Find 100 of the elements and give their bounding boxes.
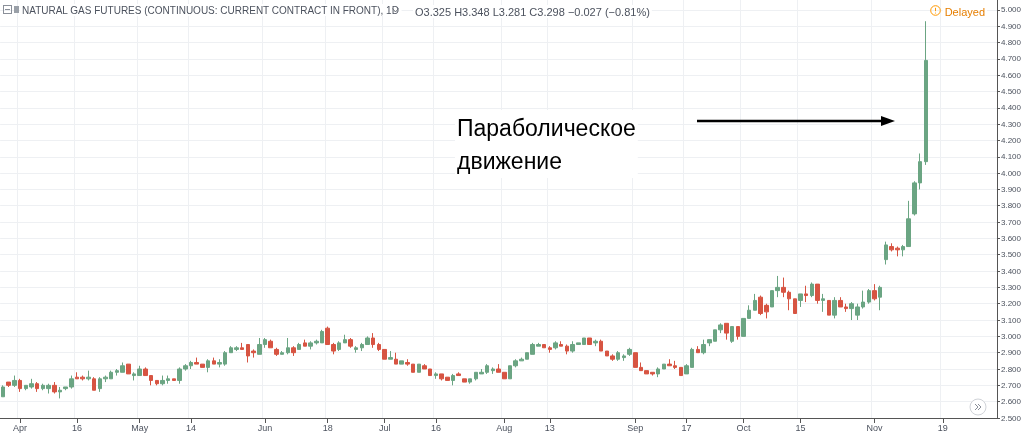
candlestick <box>810 281 814 298</box>
y-tick-label: 3.200 <box>1000 299 1022 309</box>
y-tick-label: 2.900 <box>1000 348 1022 358</box>
candlestick <box>798 293 803 308</box>
x-tick-label: Jul <box>378 422 391 433</box>
annotation: O3.325 H3.348 L3.281 C3.298 −0.027 (−0.81%) <box>415 5 650 18</box>
candlestick <box>701 339 706 355</box>
candlestick <box>212 357 216 365</box>
y-tick-label: 4.200 <box>1000 135 1022 145</box>
y-tick-label: 4.800 <box>1000 37 1022 47</box>
candlestick <box>399 360 404 365</box>
chart-title: NATURAL GAS FUTURES (CONTINUOUS: CURRENT CONTRACT IN FRONT), 1D <box>22 4 399 16</box>
y-tick-label: 3.000 <box>1000 331 1022 341</box>
y-tick-label: 5.000 <box>1000 5 1022 15</box>
candlestick <box>622 353 626 362</box>
y-tick-label: 3.500 <box>1000 250 1022 260</box>
y-tick-label: 3.800 <box>1000 201 1022 211</box>
candlestick <box>753 293 757 311</box>
x-tick-label: Sep <box>627 422 644 433</box>
candlestick <box>815 283 820 305</box>
x-tick-label: May <box>131 422 149 433</box>
candlestick <box>872 283 877 301</box>
y-tick-label: 3.400 <box>1000 266 1022 276</box>
y-tick-label: 3.300 <box>1000 282 1022 292</box>
candlestick <box>6 381 11 388</box>
candlestick <box>593 339 598 347</box>
candlestick <box>92 376 96 391</box>
candlestick <box>1 384 5 398</box>
candlestick <box>804 285 808 303</box>
candlestick <box>559 340 563 347</box>
candlestick <box>286 337 290 355</box>
y-tick-label: 4.100 <box>1000 152 1022 162</box>
y-tick-label: 4.300 <box>1000 119 1022 129</box>
candlestick <box>924 20 928 166</box>
candlestick <box>303 339 307 347</box>
candlestick <box>280 350 284 355</box>
y-tick-label: 3.100 <box>1000 315 1022 325</box>
candlestick <box>343 334 347 344</box>
y-tick-label: 3.900 <box>1000 184 1022 194</box>
candlestick <box>268 339 273 349</box>
y-tick-label: 2.800 <box>1000 364 1022 374</box>
y-tick-label: 4.000 <box>1000 168 1022 178</box>
candlestick <box>656 366 660 378</box>
candlestick <box>337 340 341 352</box>
candlestick <box>627 347 632 357</box>
y-tick-label: 4.700 <box>1000 54 1022 64</box>
candlestick <box>456 371 461 377</box>
candlestick <box>12 375 17 388</box>
candlestick <box>462 378 467 383</box>
candlestick <box>736 326 740 341</box>
y-tick-label: 4.600 <box>1000 70 1022 80</box>
candlestick <box>468 378 472 385</box>
candlestick <box>52 381 57 395</box>
x-tick-label: 14 <box>185 422 196 433</box>
y-tick-label: 2.600 <box>1000 397 1022 407</box>
candlestick <box>451 373 455 386</box>
candlestick <box>126 363 131 375</box>
candlestick <box>730 326 734 344</box>
candlestick <box>491 366 495 375</box>
y-tick-label: 3.700 <box>1000 217 1022 227</box>
candlestick <box>240 342 244 350</box>
annotation: Параболическое движение <box>457 114 636 174</box>
candlestick <box>696 345 700 354</box>
x-tick-label: Apr <box>13 422 28 433</box>
y-tick-label: 4.400 <box>1000 103 1022 113</box>
candlestick <box>394 352 398 365</box>
x-tick-label: Nov <box>866 422 884 433</box>
y-tick-label: 2.500 <box>1000 413 1022 423</box>
candlestick <box>867 288 871 305</box>
x-tick-label: 18 <box>322 422 333 433</box>
candlestick <box>434 371 438 380</box>
y-tick-label: 4.900 <box>1000 21 1022 31</box>
candlestick <box>58 386 62 399</box>
x-tick-label: Oct <box>736 422 751 433</box>
candlestick <box>417 363 421 373</box>
x-tick-label: Aug <box>496 422 513 433</box>
annotation: Delayed <box>944 5 985 18</box>
candlestick <box>553 340 558 350</box>
candlestick <box>724 322 729 341</box>
x-tick-label: 17 <box>681 422 692 433</box>
x-tick-label: 16 <box>72 422 83 433</box>
candlestick <box>206 358 210 373</box>
x-tick-label: 19 <box>937 422 948 433</box>
candlestick <box>662 363 666 370</box>
candlestick <box>542 344 546 349</box>
candlestick <box>274 347 279 357</box>
y-tick-label: 2.700 <box>1000 380 1022 390</box>
x-tick-label: Jun <box>257 422 273 433</box>
candlestick <box>599 339 603 352</box>
candlestick <box>832 296 837 319</box>
candlestick <box>388 350 393 360</box>
x-tick-label: 13 <box>544 422 555 433</box>
candlestick <box>821 293 825 313</box>
candlestick <box>679 366 683 377</box>
candlestick <box>371 332 375 349</box>
candlestick <box>348 337 353 349</box>
candlestick <box>155 379 159 386</box>
candlestick <box>354 345 358 354</box>
candlestick <box>18 378 22 393</box>
x-tick-label: 16 <box>430 422 441 433</box>
